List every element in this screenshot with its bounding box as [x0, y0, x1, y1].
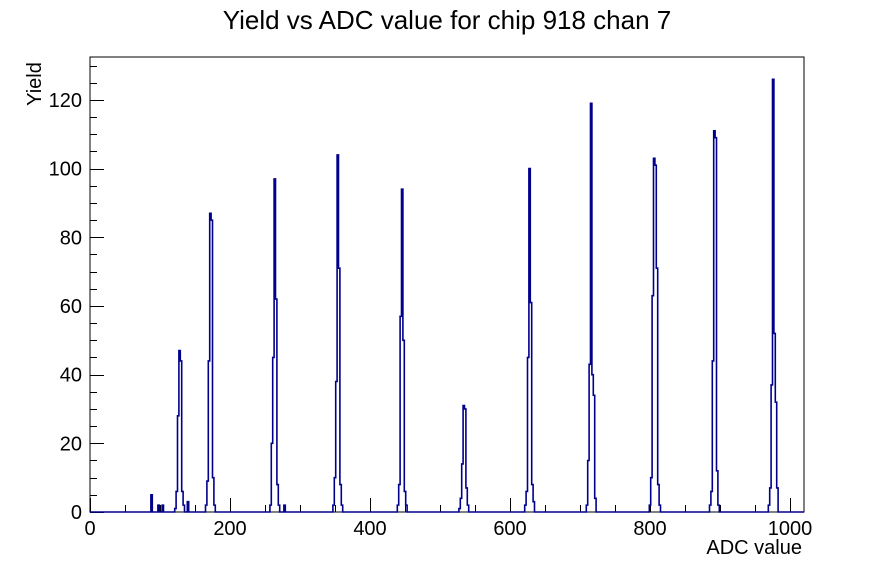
- x-tick-label: 400: [353, 518, 386, 540]
- x-axis-tick-labels: 0 200 400 600 800 1000: [84, 518, 812, 540]
- histogram-line: [90, 78, 804, 513]
- y-tick-label: 40: [60, 365, 82, 387]
- x-axis-ticks: [90, 498, 791, 512]
- y-axis-tick-labels: 0 20 40 60 80 100 120: [49, 90, 82, 524]
- chart-title: Yield vs ADC value for chip 918 chan 7: [222, 5, 672, 35]
- y-tick-label: 0: [71, 502, 82, 524]
- y-axis-ticks: [90, 66, 104, 513]
- x-tick-label: 600: [493, 518, 526, 540]
- y-tick-label: 60: [60, 296, 82, 318]
- plot-frame: [89, 56, 805, 513]
- y-tick-label: 100: [49, 159, 82, 181]
- y-tick-label: 20: [60, 433, 82, 455]
- x-tick-label: 200: [213, 518, 246, 540]
- y-tick-label: 120: [49, 90, 82, 112]
- x-axis-title: ADC value: [706, 537, 802, 559]
- y-axis-title: Yield: [24, 62, 46, 106]
- x-tick-label: 0: [84, 518, 95, 540]
- y-tick-label: 80: [60, 227, 82, 249]
- x-tick-label: 1000: [768, 518, 813, 540]
- x-tick-label: 800: [633, 518, 666, 540]
